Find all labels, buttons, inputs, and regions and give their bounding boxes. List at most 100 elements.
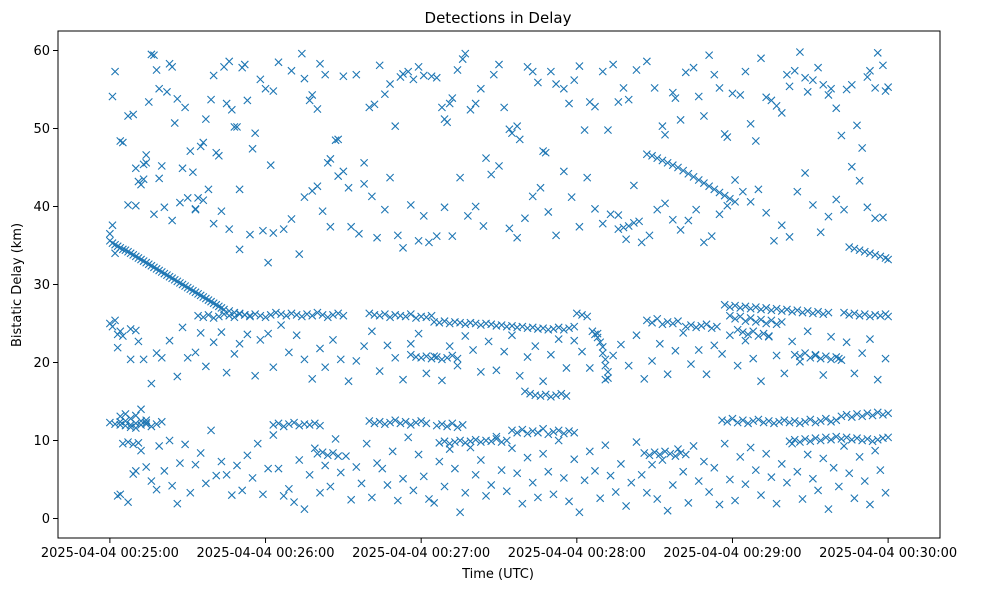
data-point-0-543 [671, 94, 680, 103]
data-point-0-927 [793, 467, 802, 476]
data-point-0-712 [256, 335, 265, 344]
data-point-0-586 [881, 87, 890, 96]
data-point-0-382 [640, 448, 649, 457]
data-point-0-293 [466, 437, 475, 446]
data-point-0-419 [118, 138, 127, 147]
data-point-0-275 [396, 419, 405, 428]
data-point-0-621 [360, 179, 369, 188]
data-point-0-391 [520, 387, 529, 396]
data-point-0-605 [245, 230, 254, 239]
data-point-0-911 [710, 463, 719, 472]
data-point-0-702 [191, 348, 200, 357]
data-point-0-592 [149, 210, 158, 219]
data-point-0-209 [762, 303, 771, 312]
data-point-0-492 [404, 67, 413, 76]
data-point-0-233 [733, 325, 742, 334]
data-point-0-713 [264, 329, 273, 338]
data-point-0-762 [640, 374, 649, 383]
data-point-0-511 [495, 60, 503, 69]
data-point-0-479 [334, 135, 343, 144]
data-point-0-619 [347, 222, 356, 231]
x-axis: 2025-04-04 00:25:00 2025-04-04 00:26:00 20… [41, 538, 957, 561]
data-point-0-402 [417, 353, 426, 362]
data-point-0-581 [863, 73, 872, 82]
data-point-0-509 [482, 154, 491, 163]
data-point-0-755 [585, 363, 594, 372]
data-point-0-226 [746, 314, 755, 323]
data-point-0-550 [710, 70, 719, 79]
data-point-0-667 [707, 232, 716, 241]
data-point-0-716 [284, 348, 293, 357]
data-point-0-885 [575, 508, 584, 517]
data-point-0-775 [741, 336, 750, 345]
data-point-0-940 [860, 477, 869, 486]
data-point-0-442 [191, 205, 200, 214]
data-point-0-873 [513, 469, 522, 478]
data-point-0-632 [432, 232, 441, 241]
data-point-0-812 [196, 448, 205, 457]
data-point-0-643 [520, 214, 529, 223]
data-point-0-373 [842, 433, 851, 442]
data-point-0-691 [118, 331, 127, 340]
data-point-0-496 [427, 72, 436, 81]
data-point-0-823 [253, 439, 262, 448]
data-point-0-802 [152, 485, 161, 494]
data-point-0-847 [378, 464, 387, 473]
data-point-0-469 [297, 49, 306, 58]
data-point-0-406 [437, 355, 446, 364]
data-point-0-235 [744, 330, 753, 339]
data-point-0-505 [461, 49, 470, 58]
data-point-0-824 [258, 490, 267, 499]
data-point-0-474 [316, 59, 324, 68]
data-point-0-720 [316, 344, 324, 353]
data-point-0-584 [873, 48, 882, 57]
data-point-0-153 [583, 312, 592, 321]
data-point-0-736 [437, 376, 446, 385]
data-point-0-936 [840, 441, 849, 450]
data-point-0-689 [878, 213, 887, 222]
data-point-0-357 [863, 409, 872, 418]
data-point-0-743 [492, 366, 501, 375]
data-point-0-256 [876, 252, 885, 261]
data-point-0-761 [632, 331, 641, 340]
data-point-0-566 [790, 66, 799, 75]
data-point-0-625 [386, 173, 395, 182]
data-point-0-177 [684, 169, 693, 178]
data-point-0-722 [328, 335, 337, 344]
data-point-0-587 [884, 83, 893, 92]
data-point-0-537 [632, 66, 641, 74]
data-point-0-872 [507, 444, 516, 453]
data-point-0-731 [399, 375, 408, 384]
data-point-0-545 [681, 68, 690, 77]
data-point-0-943 [876, 466, 885, 475]
data-point-0-897 [637, 470, 646, 479]
data-point-0-428 [147, 50, 156, 59]
data-point-0-243 [806, 353, 815, 362]
data-point-0-400 [406, 350, 415, 359]
data-point-0-324 [313, 449, 322, 458]
data-point-0-439 [181, 103, 190, 112]
data-point-0-205 [741, 302, 750, 311]
data-point-0-445 [199, 138, 208, 147]
data-point-0-454 [227, 105, 236, 114]
data-point-0-889 [596, 494, 605, 503]
data-point-0-633 [440, 203, 449, 212]
data-point-0-310 [554, 426, 563, 435]
data-point-0-859 [440, 482, 449, 491]
data-point-0-112 [375, 311, 384, 320]
data-point-0-405 [432, 353, 441, 362]
data-point-0-468 [287, 66, 296, 75]
data-point-0-345 [801, 417, 810, 426]
data-point-0-105 [318, 310, 327, 319]
data-point-0-181 [705, 182, 714, 191]
data-point-0-281 [432, 421, 441, 430]
data-point-0-274 [391, 416, 400, 425]
data-point-0-778 [764, 331, 773, 340]
data-point-0-652 [590, 204, 599, 213]
data-point-0-606 [258, 226, 267, 235]
data-point-0-896 [632, 438, 641, 447]
data-point-0-504 [458, 55, 467, 64]
data-point-0-131 [471, 319, 480, 328]
data-point-0-870 [497, 466, 506, 475]
data-point-0-751 [554, 335, 563, 344]
